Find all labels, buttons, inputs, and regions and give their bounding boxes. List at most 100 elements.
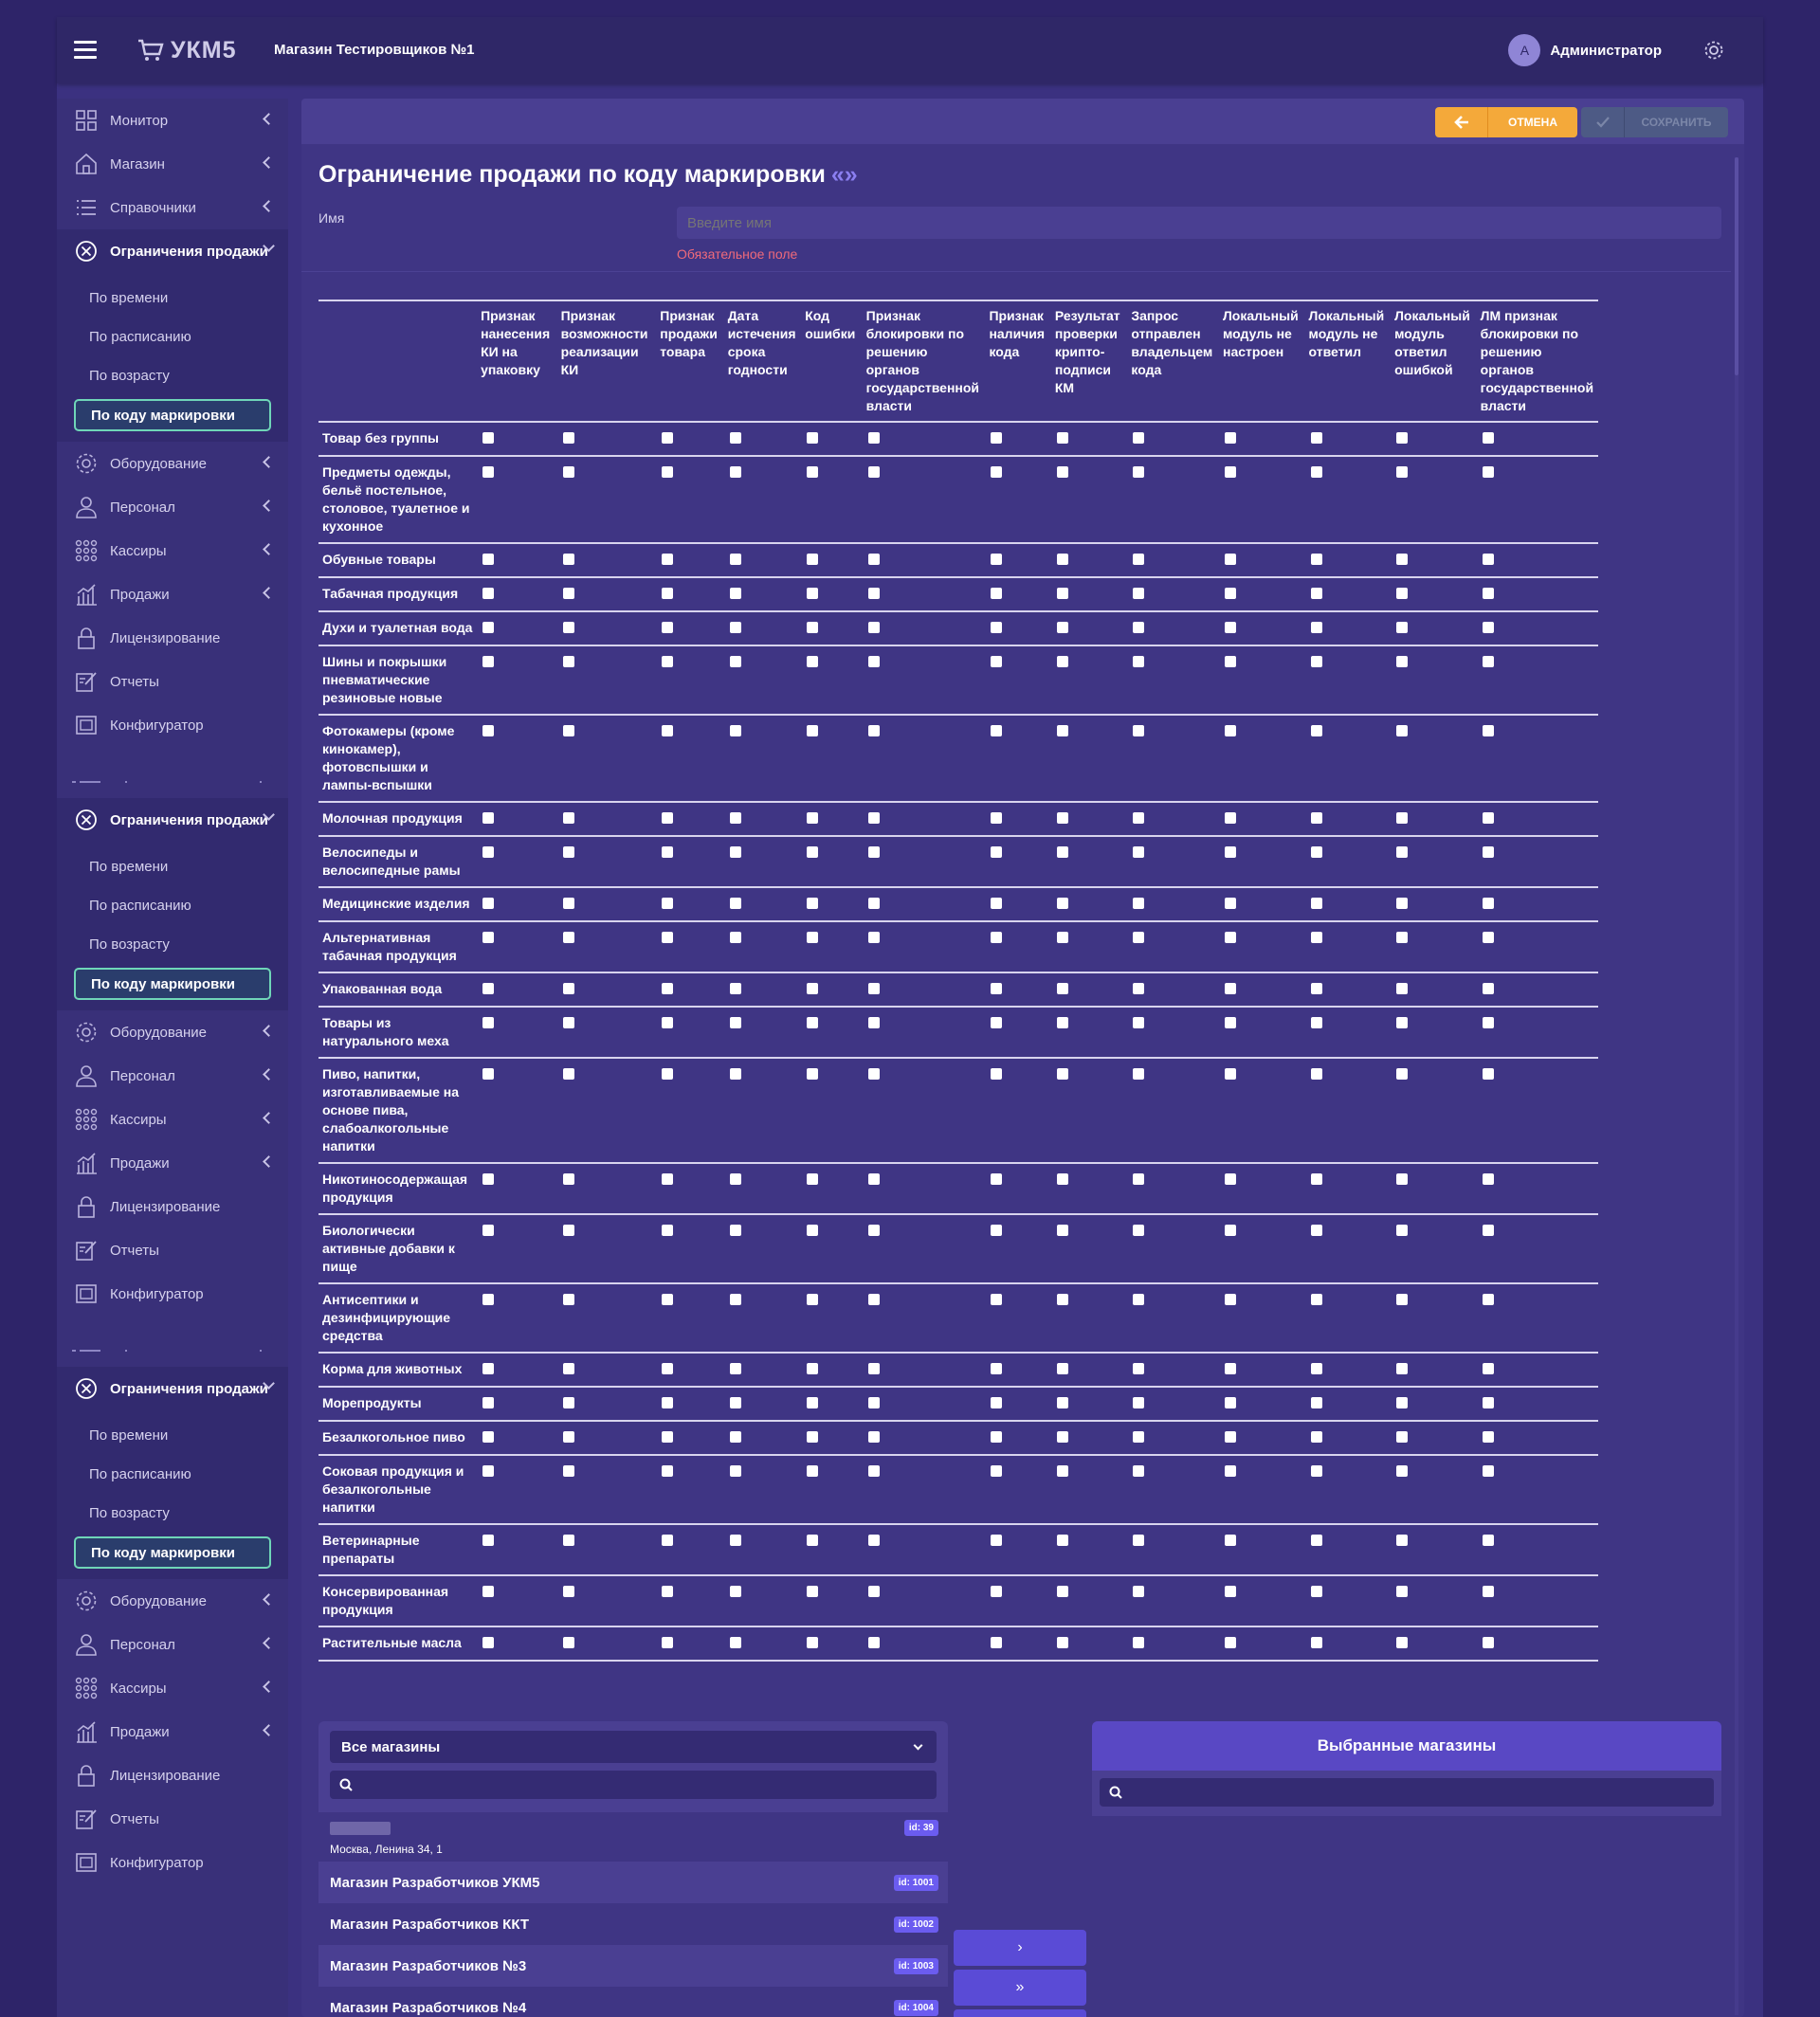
checkbox[interactable] xyxy=(1482,983,1494,994)
checkbox[interactable] xyxy=(1133,1017,1145,1028)
checkbox[interactable] xyxy=(1482,1294,1494,1305)
checkbox[interactable] xyxy=(1224,725,1236,736)
checkbox[interactable] xyxy=(662,1363,674,1374)
checkbox[interactable] xyxy=(867,898,880,909)
checkbox[interactable] xyxy=(1056,983,1068,994)
checkbox[interactable] xyxy=(1482,1535,1494,1546)
checkbox[interactable] xyxy=(807,622,819,633)
store-row[interactable]: Магазин Разработчиков УКМ5 id: 1001 xyxy=(318,1862,948,1903)
checkbox[interactable] xyxy=(1056,725,1068,736)
checkbox[interactable] xyxy=(1056,1363,1068,1374)
checkbox[interactable] xyxy=(482,1465,495,1477)
checkbox[interactable] xyxy=(1482,1637,1494,1648)
checkbox[interactable] xyxy=(807,1363,819,1374)
checkbox[interactable] xyxy=(662,1431,674,1443)
sidebar-subitem[interactable]: По времени xyxy=(89,290,169,306)
checkbox[interactable] xyxy=(867,588,880,599)
checkbox[interactable] xyxy=(1482,656,1494,667)
checkbox[interactable] xyxy=(729,656,741,667)
checkbox[interactable] xyxy=(729,846,741,858)
checkbox[interactable] xyxy=(1224,432,1236,444)
checkbox[interactable] xyxy=(1482,622,1494,633)
save-button[interactable]: СОХРАНИТЬ xyxy=(1581,107,1728,137)
checkbox[interactable] xyxy=(991,1465,1003,1477)
sidebar-item-staff[interactable]: Персонал xyxy=(57,485,288,529)
checkbox[interactable] xyxy=(482,1431,495,1443)
checkbox[interactable] xyxy=(807,588,819,599)
checkbox[interactable] xyxy=(1482,1225,1494,1236)
checkbox[interactable] xyxy=(1056,1586,1068,1597)
checkbox[interactable] xyxy=(1056,932,1068,943)
checkbox[interactable] xyxy=(1224,1225,1236,1236)
checkbox[interactable] xyxy=(1133,983,1145,994)
checkbox[interactable] xyxy=(729,1294,741,1305)
checkbox[interactable] xyxy=(1310,812,1322,824)
checkbox[interactable] xyxy=(1133,932,1145,943)
checkbox[interactable] xyxy=(562,1225,574,1236)
checkbox[interactable] xyxy=(1056,1397,1068,1408)
checkbox[interactable] xyxy=(991,1225,1003,1236)
checkbox[interactable] xyxy=(662,812,674,824)
checkbox[interactable] xyxy=(1396,588,1409,599)
checkbox[interactable] xyxy=(1056,622,1068,633)
checkbox[interactable] xyxy=(1310,554,1322,565)
checkbox[interactable] xyxy=(807,466,819,478)
checkbox[interactable] xyxy=(1133,1431,1145,1443)
checkbox[interactable] xyxy=(562,1431,574,1443)
sidebar-item-licensing[interactable]: Лицензирование xyxy=(57,1754,288,1797)
checkbox[interactable] xyxy=(991,1637,1003,1648)
checkbox[interactable] xyxy=(1310,932,1322,943)
checkbox[interactable] xyxy=(807,1586,819,1597)
checkbox[interactable] xyxy=(1482,1397,1494,1408)
checkbox[interactable] xyxy=(1224,983,1236,994)
checkbox[interactable] xyxy=(1224,932,1236,943)
checkbox[interactable] xyxy=(991,898,1003,909)
checkbox[interactable] xyxy=(482,1173,495,1185)
sidebar-item-staff[interactable]: Персонал xyxy=(57,1054,288,1098)
checkbox[interactable] xyxy=(807,846,819,858)
checkbox[interactable] xyxy=(1224,554,1236,565)
checkbox[interactable] xyxy=(1224,1363,1236,1374)
checkbox[interactable] xyxy=(662,725,674,736)
checkbox[interactable] xyxy=(1482,898,1494,909)
checkbox[interactable] xyxy=(662,932,674,943)
checkbox[interactable] xyxy=(662,1068,674,1080)
checkbox[interactable] xyxy=(1396,1465,1409,1477)
checkbox[interactable] xyxy=(807,1017,819,1028)
checkbox[interactable] xyxy=(662,1294,674,1305)
checkbox[interactable] xyxy=(1310,1586,1322,1597)
checkbox[interactable] xyxy=(807,725,819,736)
checkbox[interactable] xyxy=(1482,554,1494,565)
sidebar-item-sale-restrictions[interactable]: Ограничения продажи xyxy=(57,798,288,842)
checkbox[interactable] xyxy=(1224,1637,1236,1648)
scrollbar[interactable] xyxy=(1735,157,1738,2015)
checkbox[interactable] xyxy=(1396,1431,1409,1443)
checkbox[interactable] xyxy=(807,1637,819,1648)
checkbox[interactable] xyxy=(1310,846,1322,858)
checkbox[interactable] xyxy=(1396,932,1409,943)
checkbox[interactable] xyxy=(807,1535,819,1546)
checkbox[interactable] xyxy=(1396,466,1409,478)
checkbox[interactable] xyxy=(1482,466,1494,478)
checkbox[interactable] xyxy=(1133,725,1145,736)
checkbox[interactable] xyxy=(562,983,574,994)
sidebar-item-monitor[interactable]: Монитор xyxy=(57,99,288,142)
checkbox[interactable] xyxy=(991,466,1003,478)
checkbox[interactable] xyxy=(482,1225,495,1236)
checkbox[interactable] xyxy=(1056,1017,1068,1028)
checkbox[interactable] xyxy=(867,1294,880,1305)
checkbox[interactable] xyxy=(482,898,495,909)
checkbox[interactable] xyxy=(729,1397,741,1408)
sidebar-item-references[interactable]: Справочники xyxy=(57,186,288,229)
checkbox[interactable] xyxy=(662,898,674,909)
checkbox[interactable] xyxy=(1482,1068,1494,1080)
checkbox[interactable] xyxy=(1482,1173,1494,1185)
checkbox[interactable] xyxy=(1396,725,1409,736)
checkbox[interactable] xyxy=(729,466,741,478)
checkbox[interactable] xyxy=(867,1637,880,1648)
checkbox[interactable] xyxy=(1224,1465,1236,1477)
checkbox[interactable] xyxy=(1224,1173,1236,1185)
checkbox[interactable] xyxy=(1133,898,1145,909)
checkbox[interactable] xyxy=(1396,1294,1409,1305)
selected-search-input[interactable] xyxy=(1100,1778,1714,1807)
